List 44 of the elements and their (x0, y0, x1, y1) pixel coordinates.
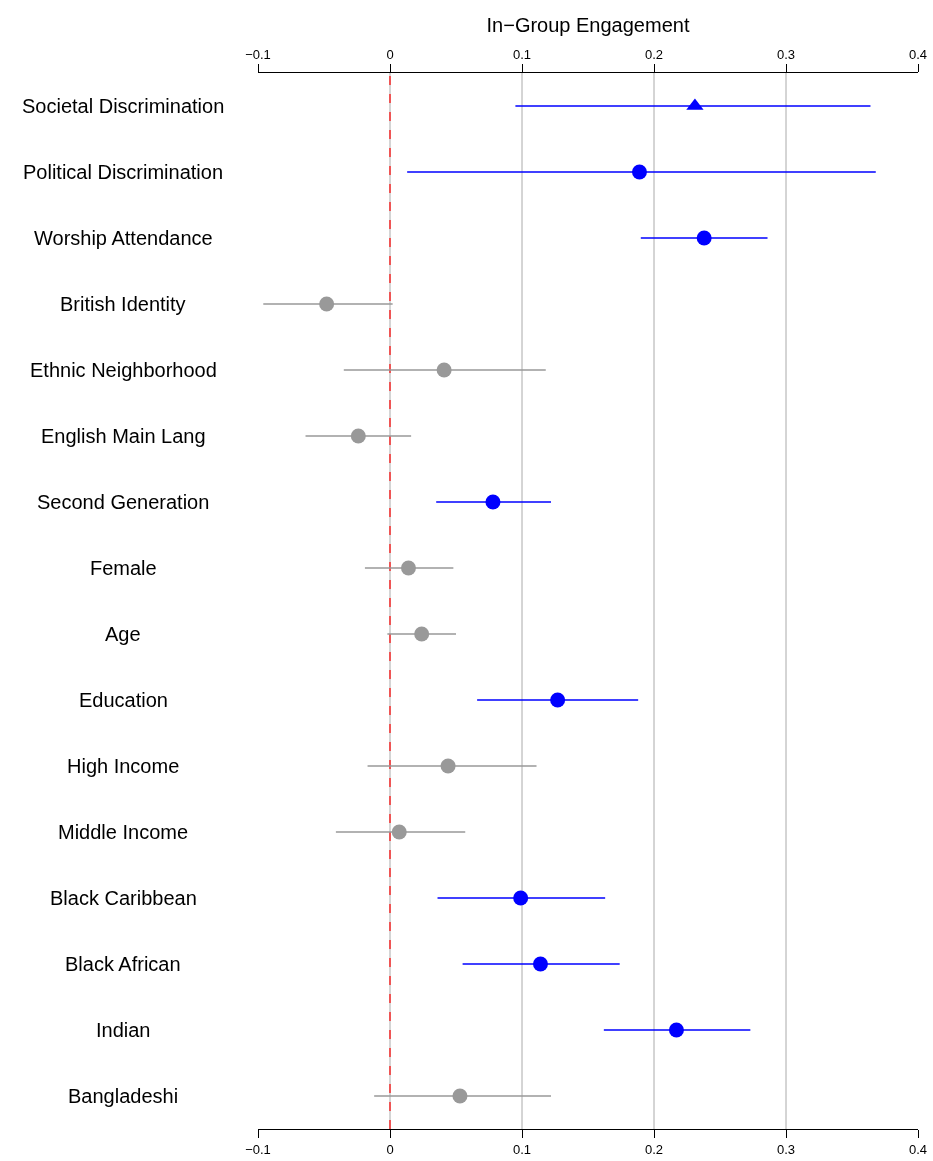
x2-tick-label: 0.1 (512, 1141, 532, 1157)
point (532, 956, 548, 972)
x2-tick-label: 0 (386, 1141, 394, 1157)
y-tick-label: Second Generation (37, 491, 210, 513)
y-tick-label: English Main Lang (41, 425, 206, 447)
point (440, 758, 456, 774)
y-tick-label: Black Caribbean (50, 887, 197, 909)
x2-axis-title: In−Group Engagement (486, 14, 690, 37)
y-tick-label: Black African (65, 953, 181, 975)
y-tick-label: Indian (96, 1019, 151, 1041)
point (550, 692, 566, 708)
point (436, 362, 452, 378)
point (414, 626, 430, 642)
y-tick-label: Age (105, 623, 141, 645)
y-tick-label: Societal Discrimination (22, 95, 225, 117)
point (350, 428, 366, 444)
x-tick-label: 0.4 (908, 46, 928, 62)
y-tick-label: Worship Attendance (34, 227, 213, 249)
x2-tick-label: 0.4 (908, 1141, 928, 1157)
y-tick-label: Middle Income (58, 821, 189, 843)
point (400, 560, 416, 576)
y-tick-label: Female (90, 557, 157, 579)
point (668, 1022, 684, 1038)
x-tick-label: 0.1 (512, 46, 532, 62)
x-tick-label: 0.2 (644, 46, 664, 62)
y-tick-label: Ethnic Neighborhood (30, 359, 217, 381)
y-tick-label: Education (79, 689, 168, 711)
x-tick-label: 0.3 (776, 46, 796, 62)
point (513, 890, 529, 906)
y-tick-label: High Income (67, 755, 180, 777)
x2-tick-label: 0.2 (644, 1141, 664, 1157)
x-tick-label: −0.1 (245, 46, 271, 62)
y-tick-label: British Identity (60, 293, 186, 315)
point (696, 230, 712, 246)
y-tick-label: Political Discrimination (23, 161, 224, 183)
y-tick-label: Bangladeshi (68, 1085, 179, 1107)
x-tick-label: 0 (386, 46, 394, 62)
point (485, 494, 501, 510)
x2-tick-label: −0.1 (245, 1141, 271, 1157)
point (391, 824, 407, 840)
point (631, 164, 647, 180)
point (452, 1088, 468, 1104)
x2-tick-label: 0.3 (776, 1141, 796, 1157)
point (319, 296, 335, 312)
